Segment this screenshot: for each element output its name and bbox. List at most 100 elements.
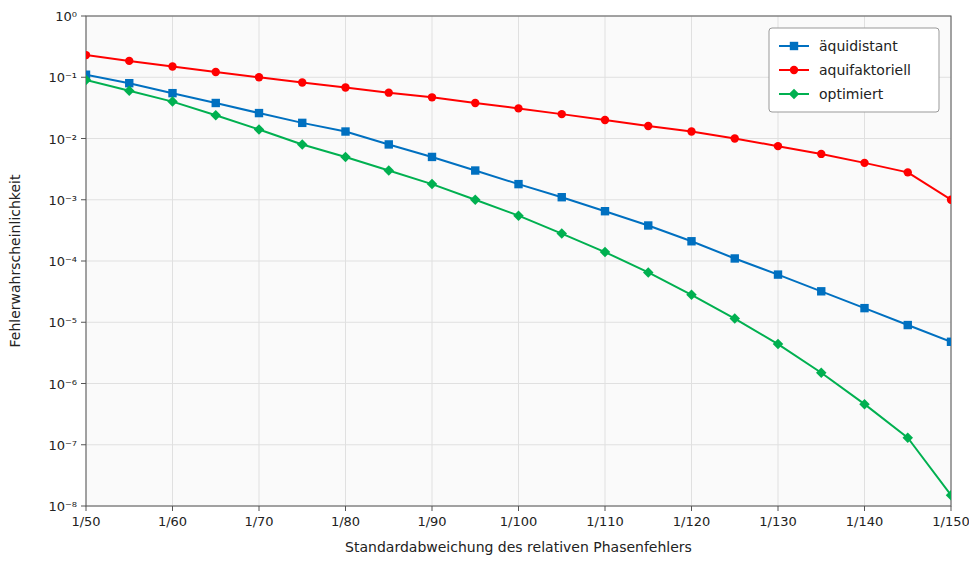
y-tick-label: 10⁻⁵ bbox=[48, 315, 77, 330]
point bbox=[860, 304, 868, 312]
point bbox=[558, 193, 566, 201]
point bbox=[514, 180, 522, 188]
x-tick bbox=[518, 506, 519, 511]
grid bbox=[86, 16, 951, 506]
legend-marker bbox=[790, 66, 798, 74]
series-line bbox=[86, 75, 951, 342]
point bbox=[643, 267, 654, 278]
y-tick-label: 10⁻¹ bbox=[48, 70, 77, 85]
point bbox=[817, 287, 825, 295]
point bbox=[341, 83, 349, 91]
point bbox=[513, 210, 524, 221]
y-grid-line bbox=[86, 322, 951, 323]
y-grid-line bbox=[86, 199, 951, 200]
point bbox=[384, 165, 395, 176]
y-tick bbox=[81, 383, 86, 384]
point bbox=[860, 159, 868, 167]
legend-marker bbox=[790, 42, 798, 50]
x-tick-label: 1/100 bbox=[500, 514, 537, 529]
point bbox=[644, 122, 652, 130]
legend-label: optimiert bbox=[819, 86, 884, 102]
point bbox=[340, 152, 351, 163]
point bbox=[471, 166, 479, 174]
point bbox=[731, 134, 739, 142]
x-tick-label: 1/80 bbox=[331, 514, 360, 529]
legend-box bbox=[769, 28, 939, 112]
x-tick bbox=[778, 506, 779, 511]
x-tick-label: 1/50 bbox=[71, 514, 100, 529]
y-grid-line bbox=[86, 383, 951, 384]
point bbox=[904, 168, 912, 176]
point bbox=[601, 207, 609, 215]
point bbox=[601, 116, 609, 124]
point bbox=[297, 139, 308, 150]
x-tick-label: 1/90 bbox=[417, 514, 446, 529]
point bbox=[86, 51, 90, 59]
series-line bbox=[86, 80, 951, 495]
point bbox=[903, 433, 914, 444]
point bbox=[558, 110, 566, 118]
chart: 1/501/601/701/801/901/1001/1101/1201/130… bbox=[0, 0, 969, 568]
point bbox=[730, 313, 741, 324]
x-axis-label: Standardabweichung des relativen Phasenf… bbox=[345, 539, 692, 555]
y-tick-label: 10⁰ bbox=[55, 9, 77, 24]
x-tick-label: 1/60 bbox=[158, 514, 187, 529]
point bbox=[557, 228, 568, 239]
y-tick-label: 10⁻³ bbox=[48, 193, 77, 208]
point bbox=[947, 196, 951, 204]
legend-label: äquidistant bbox=[819, 38, 898, 54]
point bbox=[254, 124, 265, 134]
point bbox=[687, 127, 695, 135]
point bbox=[514, 104, 522, 112]
point bbox=[774, 270, 782, 278]
point bbox=[686, 290, 697, 301]
point bbox=[859, 399, 870, 410]
y-tick bbox=[81, 77, 86, 78]
x-tick-label: 1/150 bbox=[932, 514, 969, 529]
point bbox=[947, 338, 951, 346]
y-tick bbox=[81, 199, 86, 200]
point bbox=[731, 254, 739, 262]
point bbox=[125, 57, 133, 65]
x-tick bbox=[86, 506, 87, 511]
point bbox=[817, 150, 825, 158]
x-tick bbox=[259, 506, 260, 511]
y-axis-label: Fehlerwahrscheinlichkeit bbox=[7, 174, 23, 347]
point bbox=[212, 68, 220, 76]
y-tick bbox=[81, 322, 86, 323]
point bbox=[600, 247, 611, 258]
y-tick bbox=[81, 444, 86, 445]
x-tick-label: 1/130 bbox=[759, 514, 796, 529]
point bbox=[212, 99, 220, 107]
legend: äquidistant aquifaktoriell optimiert bbox=[769, 28, 939, 112]
y-grid-line bbox=[86, 138, 951, 139]
point bbox=[341, 127, 349, 135]
legend-marker bbox=[789, 89, 800, 100]
x-tick bbox=[432, 506, 433, 511]
point bbox=[168, 62, 176, 70]
point bbox=[470, 195, 481, 206]
point bbox=[946, 490, 951, 501]
x-tick bbox=[691, 506, 692, 511]
x-tick-label: 1/120 bbox=[673, 514, 710, 529]
y-tick bbox=[81, 16, 86, 17]
y-tick-label: 10⁻² bbox=[48, 132, 77, 147]
y-tick bbox=[81, 506, 86, 507]
x-tick-label: 1/70 bbox=[244, 514, 273, 529]
point bbox=[773, 339, 784, 350]
point bbox=[211, 110, 222, 121]
point bbox=[816, 367, 827, 378]
plot-background bbox=[86, 16, 951, 506]
point bbox=[687, 237, 695, 245]
x-tick-label: 1/140 bbox=[846, 514, 883, 529]
y-grid-line bbox=[86, 261, 951, 262]
point bbox=[427, 179, 438, 190]
point bbox=[255, 73, 263, 81]
point bbox=[471, 99, 479, 107]
point bbox=[168, 89, 176, 97]
x-tick bbox=[172, 506, 173, 511]
point bbox=[298, 119, 306, 127]
legend-label: aquifaktoriell bbox=[819, 62, 911, 78]
y-tick bbox=[81, 138, 86, 139]
y-tick-label: 10⁻⁸ bbox=[48, 499, 77, 514]
